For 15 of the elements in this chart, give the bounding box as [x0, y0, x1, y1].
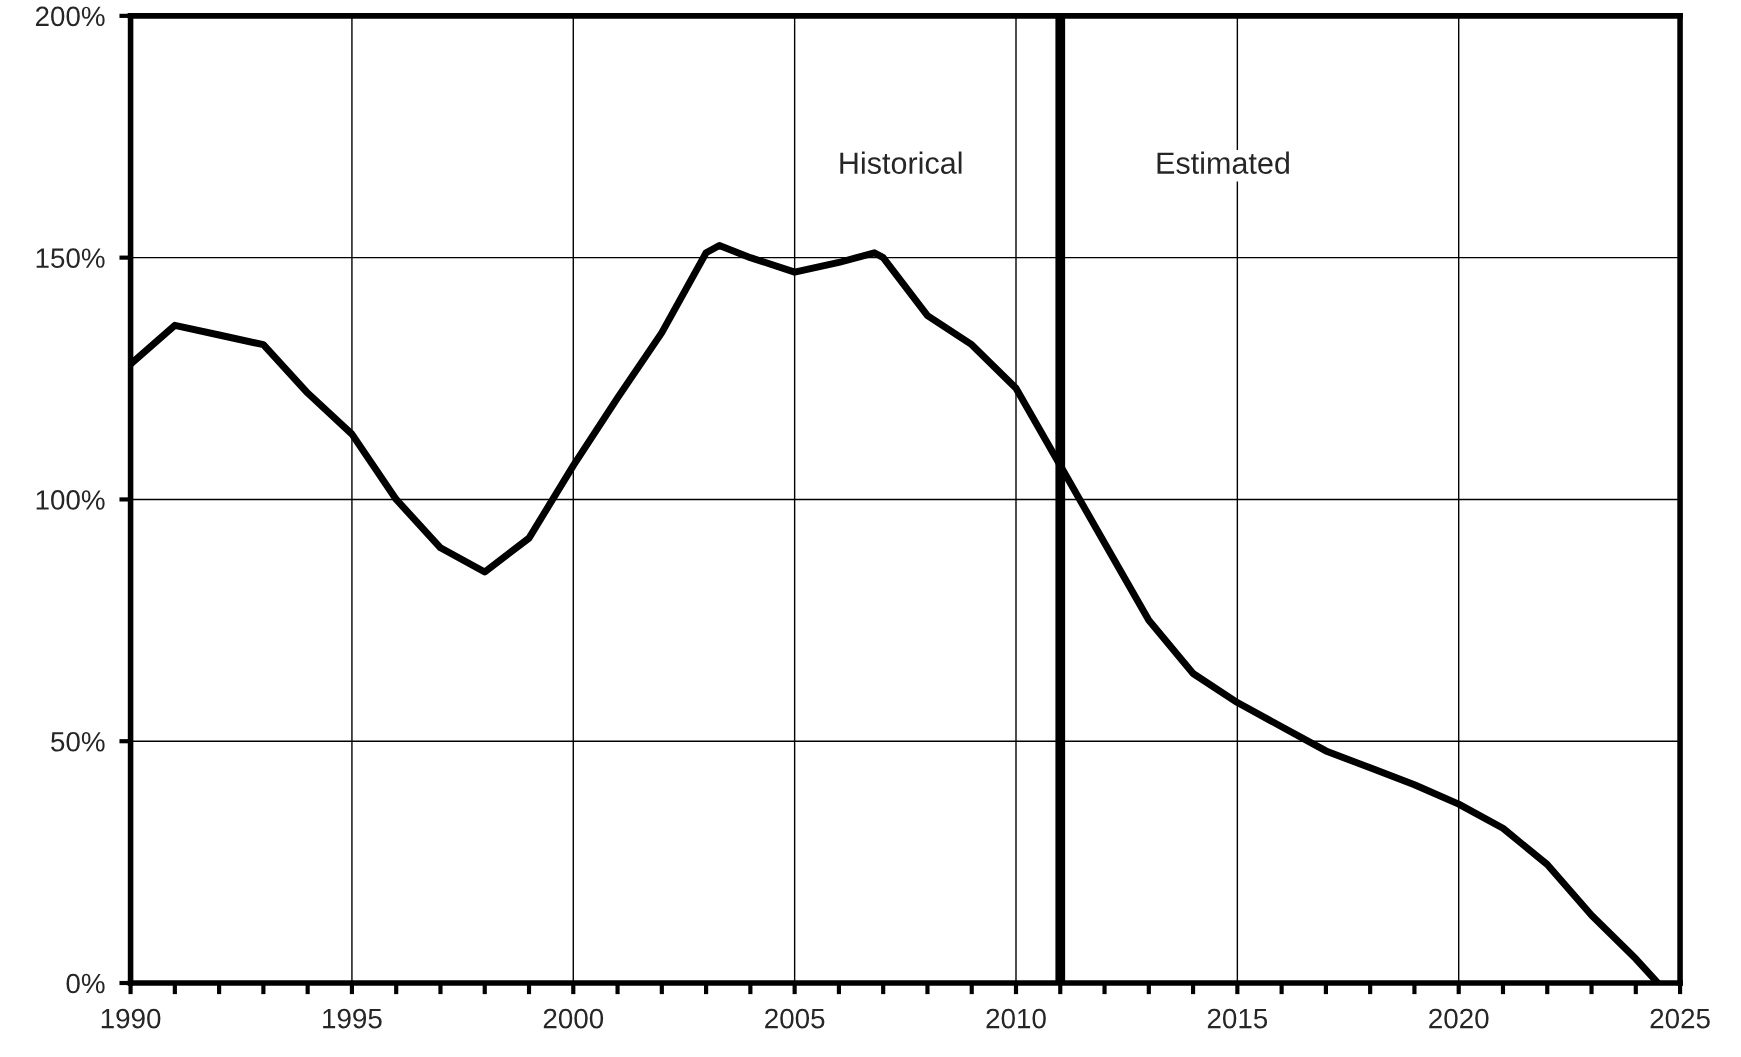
annotation: Estimated — [1157, 151, 1289, 174]
x-tick-label: 2010 — [986, 1008, 1046, 1029]
x-tick-label: 2015 — [1207, 1008, 1268, 1029]
y-tick-label: 150% — [36, 248, 105, 268]
x-tick-label: 2025 — [1650, 1008, 1710, 1029]
y-tick-label: 100% — [36, 490, 105, 510]
x-tick-label: 2000 — [543, 1008, 604, 1029]
y-tick-label: 0% — [66, 973, 105, 994]
annotation: Historical — [840, 151, 962, 174]
y-tick-label: 200% — [35, 6, 105, 27]
x-tick-label: 2020 — [1429, 1008, 1489, 1029]
y-tick-label: 50% — [51, 731, 105, 752]
x-tick-label: 1990 — [101, 1008, 161, 1029]
x-tick-label: 2005 — [765, 1008, 825, 1029]
x-tick-label: 1995 — [323, 1008, 382, 1029]
